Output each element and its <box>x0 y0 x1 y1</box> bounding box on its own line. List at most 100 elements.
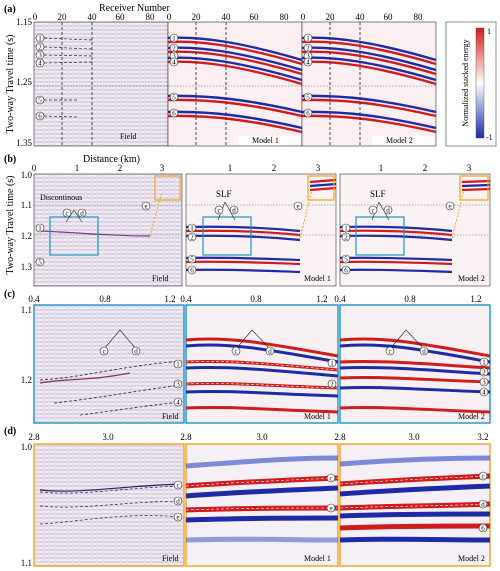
panel-b-top-ticks: 0 1 2 3 1 2 3 1 2 3 <box>32 163 472 173</box>
marker: d <box>265 346 275 356</box>
marker: d <box>419 346 429 356</box>
panel-a-field-plot: Field <box>33 21 169 147</box>
svg-text:c: c <box>234 348 237 356</box>
panel-b-field-plot: Discontinous Field <box>33 173 183 287</box>
y-tick-label: 1.0 <box>21 442 33 452</box>
x-tick-label: 3.2 <box>477 432 488 442</box>
svg-text:4: 4 <box>176 399 180 407</box>
x-tick-label: 0.4 <box>28 294 40 304</box>
svg-text:6: 6 <box>306 110 310 118</box>
x-tick-label: 3.0 <box>408 432 420 442</box>
svg-text:5: 5 <box>38 97 42 105</box>
svg-text:d: d <box>481 501 485 509</box>
svg-text:d: d <box>232 207 236 215</box>
panel-b-model2-plot: SLF Model 2 <box>339 173 491 287</box>
marker: c <box>173 480 183 490</box>
marker: 3 <box>35 50 45 60</box>
x-tick-label: 3 <box>467 163 472 173</box>
x-tick-label: 3 <box>160 163 165 173</box>
marker: 1 <box>35 33 45 43</box>
panel-d-y-ticks: 1.0 1.1 <box>21 442 33 568</box>
panel-c-y-ticks: 1.1 1.2 <box>21 305 32 385</box>
marker: 1 <box>479 357 489 367</box>
marker: c <box>231 346 241 356</box>
marker: 3 <box>479 377 489 387</box>
svg-text:2: 2 <box>306 45 310 53</box>
marker: d <box>173 496 183 506</box>
x-tick-label: 1 <box>228 163 233 173</box>
svg-text:3: 3 <box>38 52 42 60</box>
marker: c <box>214 205 224 215</box>
svg-text:1: 1 <box>38 225 42 233</box>
x-tick-label: 1.2 <box>470 294 481 304</box>
svg-text:2: 2 <box>344 234 348 242</box>
svg-text:1: 1 <box>176 361 180 369</box>
svg-text:2: 2 <box>190 234 194 242</box>
y-tick-label: 1.0 <box>21 170 33 180</box>
annotation-label: SLF <box>216 189 232 199</box>
marker: 2 <box>303 43 313 53</box>
svg-text:2: 2 <box>172 45 176 53</box>
panel-b-top-axis-title: Distance (km) <box>83 154 140 165</box>
x-tick-label: 1 <box>75 163 80 173</box>
svg-text:e: e <box>329 505 332 513</box>
panel-a-model2-plot: Model 2 <box>301 21 437 147</box>
panel-c-model1-plot: Model 1 <box>185 304 339 424</box>
subplot-label: Field <box>120 132 136 141</box>
panel-a-top-axis-title: Receiver Number <box>99 3 170 14</box>
panel-c-model2-plot: Model 2 <box>339 304 491 424</box>
panel-c: (c) 0.4 0.8 1.2 0.4 0.8 1.2 0.4 0.8 1.2 … <box>4 289 491 424</box>
marker: c <box>99 346 109 356</box>
marker: 1 <box>327 358 337 368</box>
marker: c <box>326 473 336 483</box>
x-tick-label: 2.8 <box>180 432 192 442</box>
marker: c <box>478 471 488 481</box>
panel-d-model1-plot: Model 1 <box>185 443 339 567</box>
marker: 4 <box>169 57 179 67</box>
svg-text:c: c <box>371 207 374 215</box>
marker: 4 <box>303 57 313 67</box>
y-tick-label: 1.2 <box>21 231 32 241</box>
svg-text:1: 1 <box>344 225 348 233</box>
svg-text:1: 1 <box>306 35 310 43</box>
x-tick-label: 3 <box>316 163 321 173</box>
colorbar-min-label: -1 <box>486 133 493 142</box>
marker: 1 <box>173 359 183 369</box>
marker: 6 <box>169 108 179 118</box>
annotation-label: SLF <box>370 189 386 199</box>
x-tick-label: 0 <box>167 12 172 22</box>
x-tick-label: 1 <box>379 163 384 173</box>
y-tick-label: 1.3 <box>21 262 33 272</box>
marker: c <box>62 208 72 218</box>
x-tick-label: 40 <box>356 12 366 22</box>
marker: 5 <box>35 257 45 267</box>
x-tick-label: 2.8 <box>334 432 346 442</box>
x-tick-label: 0.4 <box>180 294 192 304</box>
marker: 2 <box>479 367 489 377</box>
zoom-box-c <box>49 216 99 256</box>
svg-text:c: c <box>388 348 391 356</box>
panel-a-model1-plot: Model 1 <box>167 21 303 147</box>
panel-a-model2-ticks: 0 20 40 60 80 <box>301 12 423 22</box>
marker: 4 <box>35 58 45 68</box>
subplot-label: Model 1 <box>304 274 331 283</box>
x-tick-label: 1.2 <box>164 294 175 304</box>
svg-text:4: 4 <box>38 60 42 68</box>
y-tick-label: 1.15 <box>16 17 32 27</box>
x-tick-label: 20 <box>192 12 202 22</box>
x-tick-label: 0 <box>301 12 306 22</box>
y-tick-label: 1.1 <box>21 558 32 568</box>
colorbar-gradient <box>475 27 485 139</box>
x-tick-label: 2 <box>423 163 428 173</box>
panel-d-label: (d) <box>4 426 16 437</box>
y-tick-label: 1.2 <box>21 375 32 385</box>
panel-a-model1-ticks: 0 20 40 60 80 <box>167 12 289 22</box>
x-tick-label: 20 <box>326 12 336 22</box>
svg-text:5: 5 <box>190 256 194 264</box>
marker: 1 <box>341 223 351 233</box>
svg-text:3: 3 <box>306 53 310 61</box>
subplot-label: Model 1 <box>304 412 331 421</box>
svg-text:4: 4 <box>172 59 176 67</box>
marker: 6 <box>341 265 351 275</box>
svg-text:1: 1 <box>172 35 176 43</box>
